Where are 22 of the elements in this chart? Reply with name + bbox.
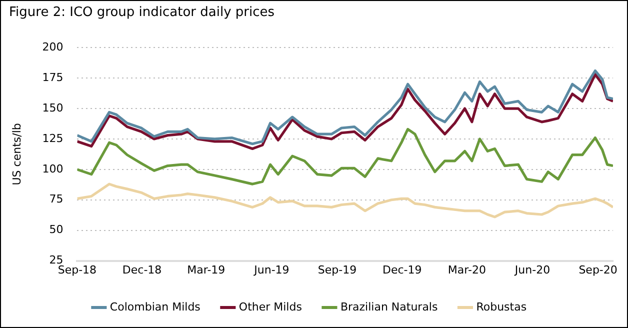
x-tick-label: Sep-20 xyxy=(578,263,618,276)
legend-label: Other Milds xyxy=(238,300,302,314)
y-tick-label: 175 xyxy=(42,70,64,84)
legend-label: Colombian Milds xyxy=(110,300,201,314)
y-axis-title: US cents/lb xyxy=(10,123,24,186)
x-tick-label: Sep-18 xyxy=(58,263,97,276)
y-tick-label: 100 xyxy=(42,162,64,176)
y-tick-label: 75 xyxy=(49,192,64,206)
x-tick-label: Sep-19 xyxy=(318,263,357,276)
y-tick-label: 50 xyxy=(49,223,64,236)
chart-title: Figure 2: ICO group indicator daily prices xyxy=(9,5,275,20)
legend-label: Brazilian Naturals xyxy=(340,300,438,314)
x-tick-label: Dec-18 xyxy=(122,263,162,276)
x-tick-label: Dec-19 xyxy=(382,263,422,276)
x-tick-label: Mar-20 xyxy=(448,263,486,276)
y-tick-label: 150 xyxy=(42,101,64,114)
x-tick-label: Mar-19 xyxy=(187,263,226,276)
y-tick-label: 125 xyxy=(42,132,64,145)
y-tick-label: 200 xyxy=(42,40,64,54)
x-tick-label: Jun-20 xyxy=(514,263,550,276)
x-tick-label: Jun-19 xyxy=(253,263,290,276)
legend-label: Robustas xyxy=(476,300,527,314)
